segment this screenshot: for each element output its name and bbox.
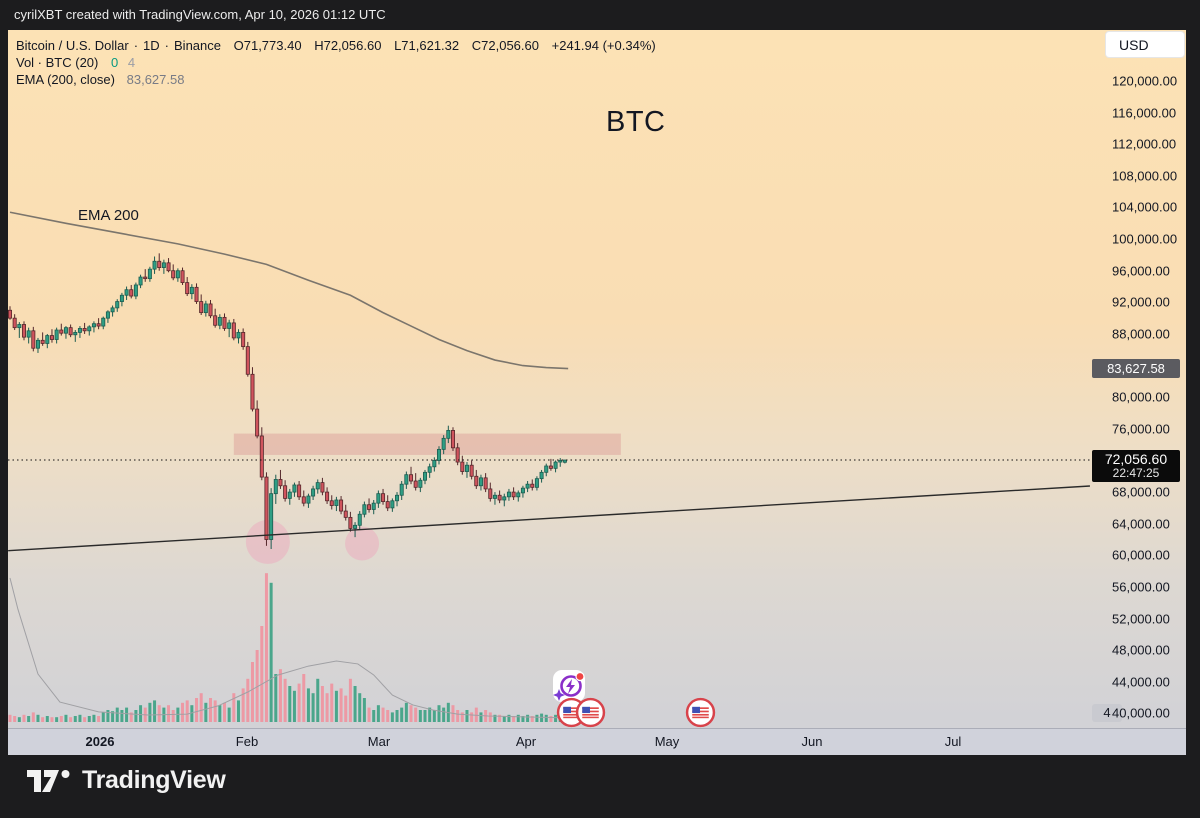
price-axis-tick: 40,000.00 xyxy=(1112,705,1170,721)
price-axis-tick: 116,000.00 xyxy=(1112,105,1177,121)
price-axis-tick: 64,000.00 xyxy=(1112,516,1170,532)
symbol-legend-row[interactable]: Bitcoin / U.S. Dollar · 1D · Binance O71,773… xyxy=(16,37,656,54)
price-axis-tick: 44,000.00 xyxy=(1112,674,1170,690)
currency-toggle-button[interactable]: USD xyxy=(1105,31,1185,58)
us-flag-event-icon[interactable] xyxy=(685,697,716,728)
symbol-name: Bitcoin / U.S. Dollar xyxy=(16,38,129,53)
chart-panel: Bitcoin / U.S. Dollar · 1D · Binance O71,773… xyxy=(8,30,1186,755)
price-chart-canvas[interactable] xyxy=(8,30,1090,728)
ohlc-low: L71,621.32 xyxy=(394,38,460,53)
ema200-line-label[interactable]: EMA 200 xyxy=(78,207,139,224)
price-axis-tick: 48,000.00 xyxy=(1112,642,1170,658)
ohlc-high: H72,056.60 xyxy=(314,38,382,53)
interval-label: 1D xyxy=(143,38,160,53)
time-axis-label: May xyxy=(654,734,680,749)
volume-axis-badge: 4 xyxy=(1092,704,1122,722)
time-axis-label: Mar xyxy=(367,734,391,749)
price-axis-tick: 88,000.00 xyxy=(1112,326,1170,342)
volume-ma-value: 4 xyxy=(127,55,136,70)
ohlc-close: C72,056.60 xyxy=(471,38,539,53)
price-axis-tick: 68,000.00 xyxy=(1112,484,1170,500)
legend-separator: · xyxy=(133,38,139,53)
tradingview-wordmark: TradingView xyxy=(82,766,226,794)
price-axis-tick: 60,000.00 xyxy=(1112,547,1170,563)
btc-text-drawing[interactable]: BTC xyxy=(606,106,666,138)
time-axis-label: Jul xyxy=(944,734,962,749)
current-price-value: 72,056.60 xyxy=(1104,451,1168,468)
volume-indicator-label: Vol · BTC (20) xyxy=(16,55,99,70)
time-axis-label: Jun xyxy=(801,734,823,749)
price-axis-tick: 92,000.00 xyxy=(1112,294,1170,310)
volume-value: 0 xyxy=(110,55,119,70)
price-axis-tick: 104,000.00 xyxy=(1112,199,1178,215)
tradingview-footer[interactable]: TradingView xyxy=(25,766,226,795)
price-axis-tick: 80,000.00 xyxy=(1112,389,1170,405)
ohlc-open: O71,773.40 xyxy=(233,38,302,53)
chart-legend: Bitcoin / U.S. Dollar · 1D · Binance O71,773… xyxy=(16,37,656,88)
volume-legend-row[interactable]: Vol · BTC (20) 0 4 xyxy=(16,54,656,71)
time-axis-label: Apr xyxy=(515,734,537,749)
current-price-badge: 72,056.60 22:47:25 xyxy=(1092,450,1180,483)
time-axis[interactable]: 2026 Feb Mar Apr May Jun Jul xyxy=(8,728,1186,755)
ema-price-badge: 83,627.58 xyxy=(1092,359,1180,379)
price-axis-tick: 112,000.00 xyxy=(1112,136,1177,152)
price-axis-tick: 100,000.00 xyxy=(1112,231,1178,247)
bar-countdown: 22:47:25 xyxy=(1112,466,1160,481)
price-axis-tick: 96,000.00 xyxy=(1112,263,1170,279)
legend-separator: · xyxy=(164,38,170,53)
price-axis[interactable]: USD 83,627.58 72,056.60 22:47:25 4 120,0… xyxy=(1090,30,1186,728)
tradingview-logo-icon xyxy=(27,769,70,792)
ema-legend-row[interactable]: EMA (200, close) 83,627.58 xyxy=(16,71,656,88)
price-axis-tick: 120,000.00 xyxy=(1112,73,1178,89)
ema-indicator-value: 83,627.58 xyxy=(126,72,185,87)
attribution-bar: cyrilXBT created with TradingView.com, A… xyxy=(0,0,1200,30)
price-axis-tick: 108,000.00 xyxy=(1112,168,1178,184)
us-flag-event-icon[interactable] xyxy=(575,697,606,728)
ema-indicator-label: EMA (200, close) xyxy=(16,72,115,87)
price-axis-tick: 76,000.00 xyxy=(1112,421,1170,437)
crypto-event-icon[interactable] xyxy=(551,668,587,704)
attribution-text: cyrilXBT created with TradingView.com, A… xyxy=(14,7,386,22)
price-axis-tick: 56,000.00 xyxy=(1112,579,1170,595)
exchange-label: Binance xyxy=(174,38,221,53)
time-axis-label: Feb xyxy=(235,734,259,749)
time-axis-label: 2026 xyxy=(85,734,115,749)
price-axis-tick: 52,000.00 xyxy=(1112,611,1170,627)
change-value: +241.94 (+0.34%) xyxy=(551,38,656,53)
